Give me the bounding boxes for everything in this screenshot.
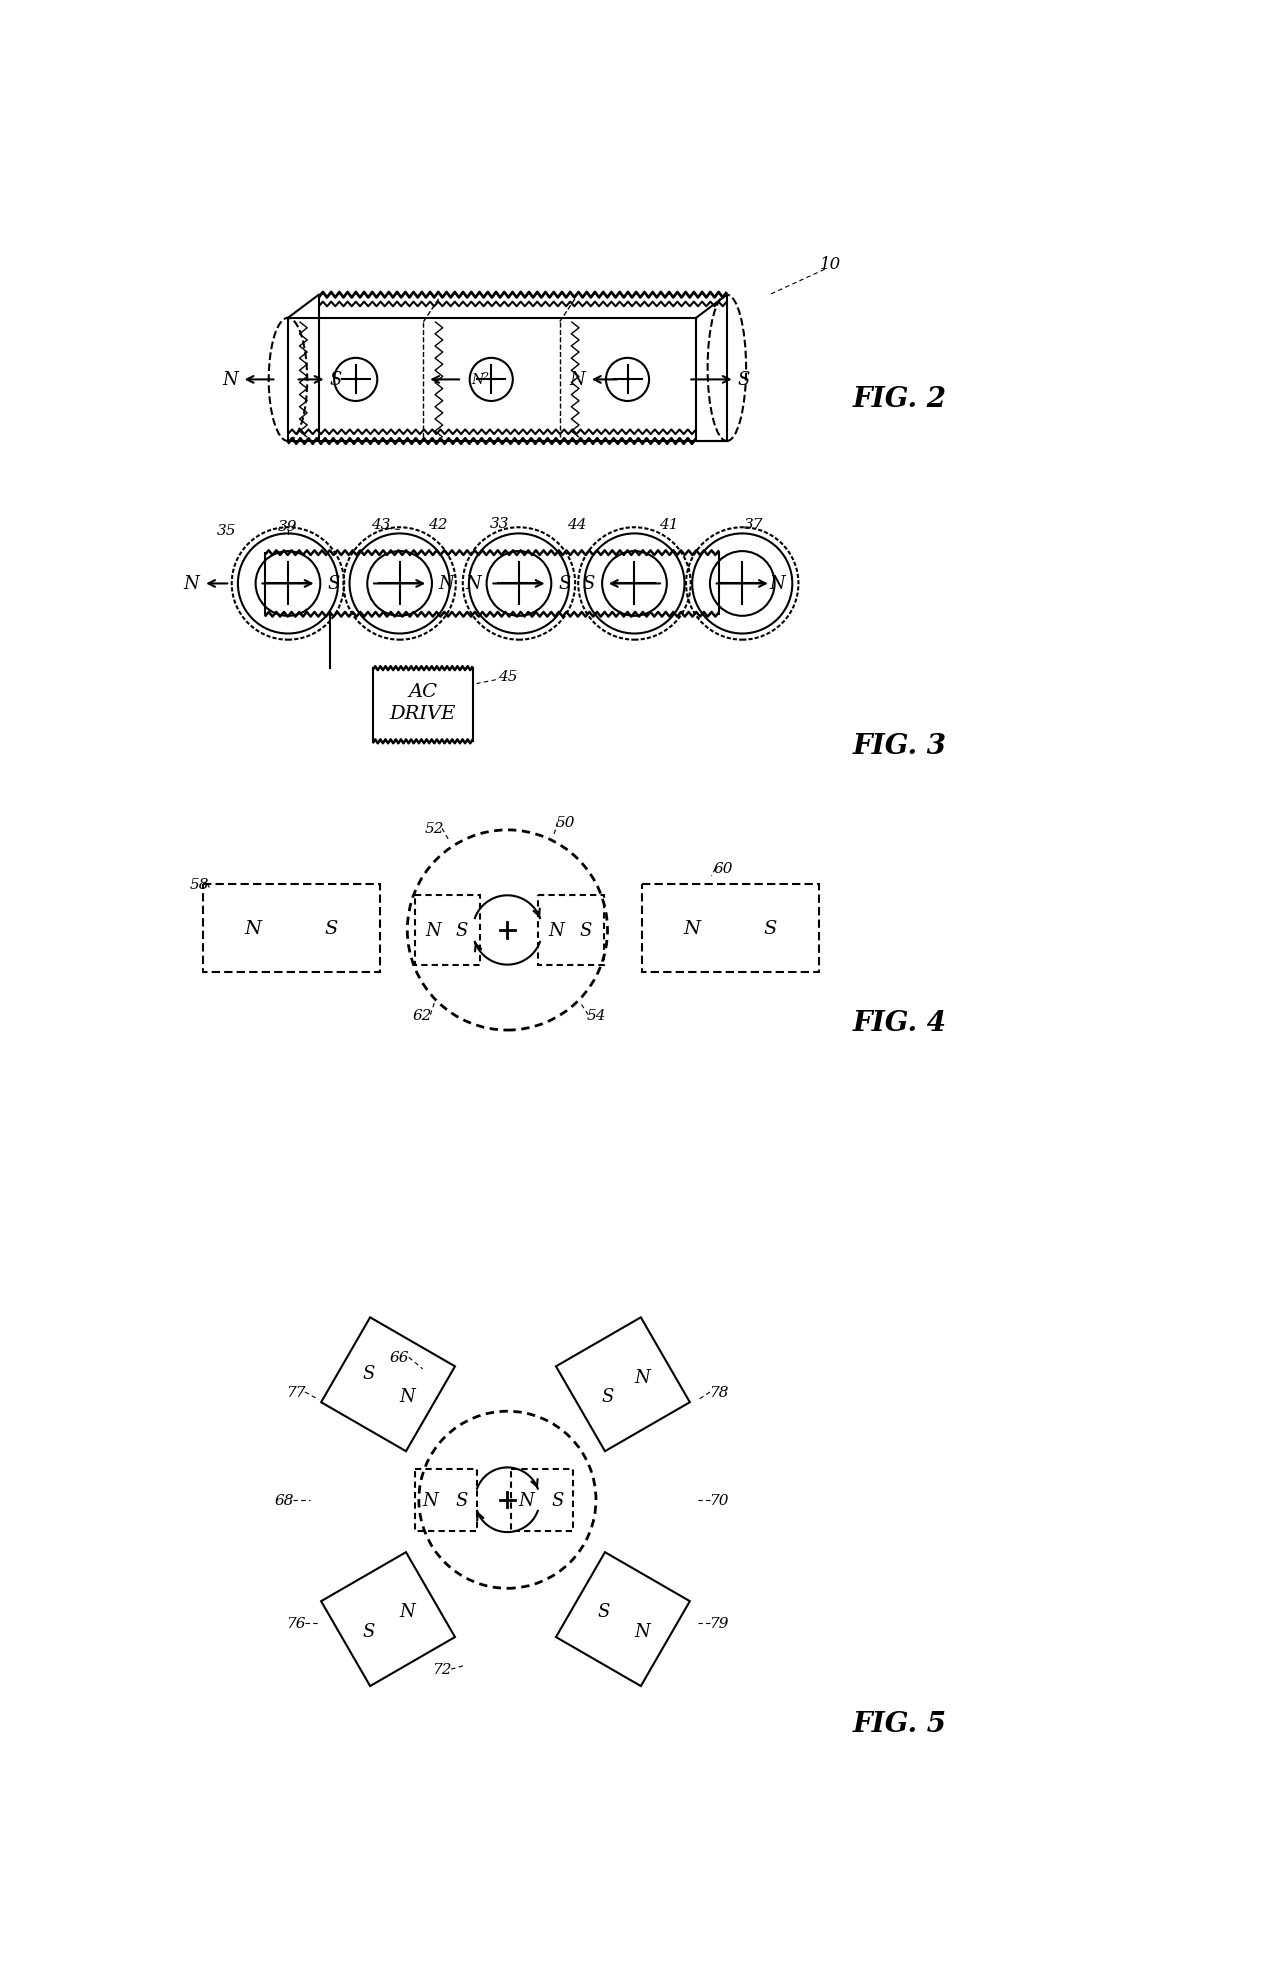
Text: N: N — [425, 922, 442, 939]
Text: S: S — [579, 922, 592, 939]
Text: N: N — [438, 575, 453, 593]
Text: S: S — [551, 1490, 564, 1508]
Text: 68: 68 — [274, 1492, 294, 1506]
Text: 70: 70 — [709, 1492, 729, 1506]
Text: 33: 33 — [490, 517, 510, 531]
Text: 66: 66 — [390, 1350, 409, 1366]
Text: S: S — [764, 920, 776, 937]
Text: 72: 72 — [432, 1663, 452, 1677]
Text: N: N — [423, 1490, 438, 1508]
Text: S: S — [362, 1621, 375, 1639]
Text: 52: 52 — [424, 823, 444, 836]
Text: 39: 39 — [278, 519, 298, 533]
Text: S: S — [597, 1603, 610, 1621]
Text: 76: 76 — [286, 1615, 305, 1629]
Text: 45: 45 — [497, 670, 517, 684]
Text: AC: AC — [408, 684, 437, 702]
Text: S: S — [601, 1387, 613, 1405]
Text: S: S — [582, 575, 594, 593]
Text: S: S — [324, 920, 337, 937]
Text: N: N — [635, 1621, 650, 1639]
Text: 43: 43 — [371, 517, 390, 531]
Text: 77: 77 — [286, 1385, 305, 1399]
Text: 79: 79 — [709, 1615, 729, 1629]
Text: S: S — [362, 1364, 375, 1381]
Text: N: N — [245, 920, 261, 937]
Text: S: S — [328, 575, 341, 593]
Text: 41: 41 — [659, 517, 679, 531]
Text: N: N — [471, 373, 483, 386]
Text: N: N — [400, 1603, 415, 1621]
Text: FIG. 4: FIG. 4 — [853, 1009, 946, 1037]
Text: 44: 44 — [567, 517, 587, 531]
Text: FIG. 3: FIG. 3 — [853, 731, 946, 759]
Text: 2: 2 — [482, 373, 488, 383]
Text: N: N — [635, 1368, 650, 1385]
Text: FIG. 2: FIG. 2 — [853, 386, 946, 412]
Text: 50: 50 — [555, 817, 575, 830]
Text: N: N — [569, 371, 586, 388]
Text: 42: 42 — [428, 517, 448, 531]
Text: S: S — [456, 922, 468, 939]
Text: N: N — [400, 1387, 415, 1405]
Text: S: S — [456, 1490, 467, 1508]
Text: N: N — [464, 575, 481, 593]
Text: N: N — [549, 922, 564, 939]
Text: DRIVE: DRIVE — [390, 704, 456, 723]
Text: 58: 58 — [189, 878, 209, 892]
Text: N: N — [184, 575, 199, 593]
Text: N: N — [519, 1490, 535, 1508]
Text: N: N — [769, 575, 785, 593]
Text: S: S — [559, 575, 572, 593]
Text: 37: 37 — [745, 517, 764, 531]
Text: FIG. 5: FIG. 5 — [853, 1710, 946, 1736]
Text: 60: 60 — [713, 862, 733, 876]
Text: N: N — [222, 371, 239, 388]
Text: 10: 10 — [820, 256, 842, 274]
Text: 35: 35 — [217, 523, 236, 537]
Text: 54: 54 — [587, 1009, 606, 1023]
Text: N: N — [683, 920, 700, 937]
Text: 62: 62 — [413, 1009, 433, 1023]
Text: S: S — [329, 371, 342, 388]
Text: S: S — [737, 371, 750, 388]
Text: 78: 78 — [709, 1385, 729, 1399]
